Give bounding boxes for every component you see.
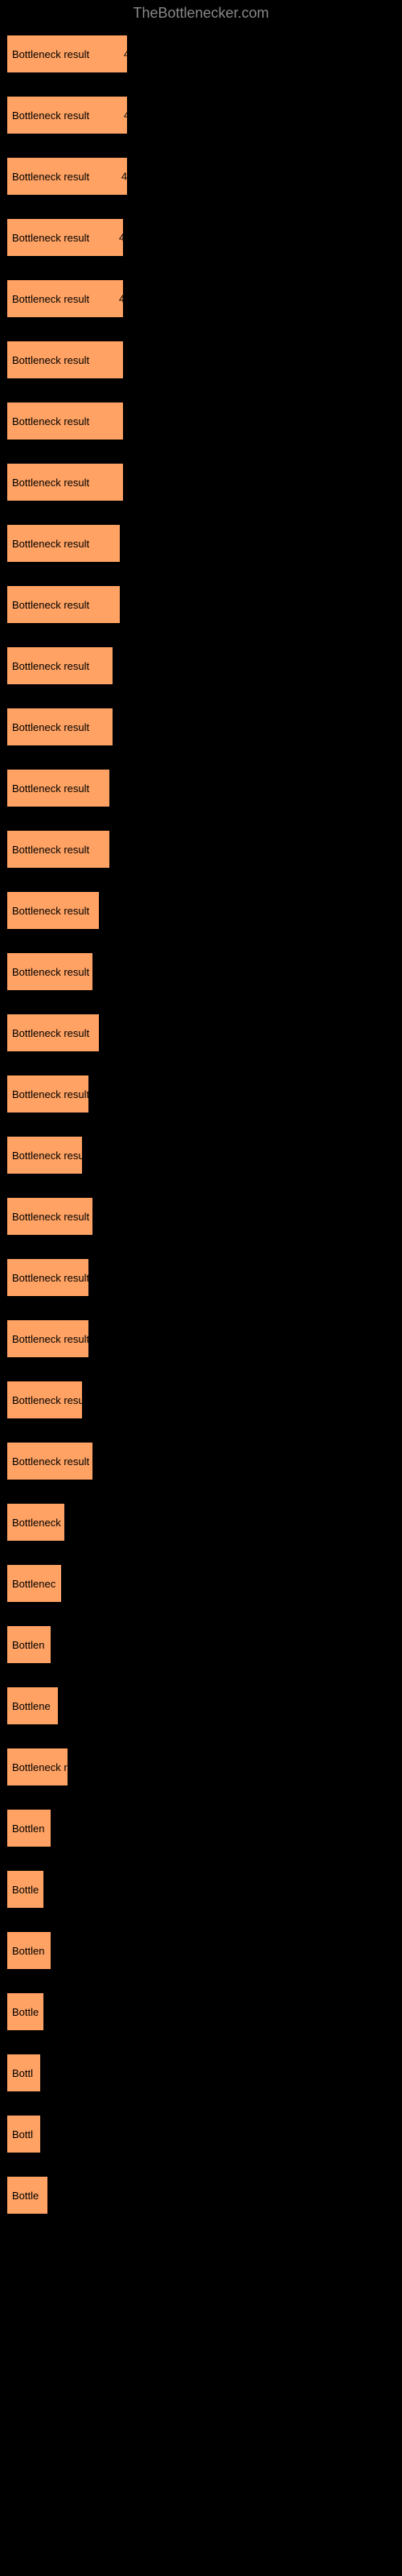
bottleneck-bar: Bottleneck result: [6, 708, 113, 746]
bar-row: Bottleneck resu: [6, 1136, 396, 1174]
bottleneck-bar: Bottleneck result: [6, 952, 93, 991]
bottleneck-bar: Bottl: [6, 2054, 41, 2092]
bar-row: Bottle: [6, 2176, 396, 2215]
bottleneck-bar: Bottleneck result: [6, 1197, 93, 1236]
bottleneck-bar: Bottleneck result: [6, 1075, 89, 1113]
bar-row: Bottlenec: [6, 1564, 396, 1603]
bar-row: Bottleneck result: [6, 341, 396, 379]
bottleneck-bar: Bottlen: [6, 1625, 51, 1664]
bar-row: Bottleneck result: [6, 952, 396, 991]
bar-row: Bottleneck result: [6, 463, 396, 502]
bar-row: Bottl: [6, 2054, 396, 2092]
bottleneck-bar: Bottle: [6, 2176, 48, 2215]
bottleneck-bar: Bottlen: [6, 1931, 51, 1970]
bar-row: Bottleneck result: [6, 1442, 396, 1480]
bar-row: Bottleneck result: [6, 830, 396, 869]
bar-row: Bottleneck result: [6, 891, 396, 930]
bar-value: 4: [121, 171, 127, 183]
bar-row: Bottleneck result: [6, 769, 396, 807]
bottleneck-bar: Bottleneck resu: [6, 1136, 83, 1174]
bottleneck-bar: Bottleneck: [6, 1503, 65, 1542]
bottleneck-bar: Bottleneck result: [6, 524, 121, 563]
bottleneck-bar: Bottlene: [6, 1686, 59, 1725]
bottleneck-bar: Bottl: [6, 2115, 41, 2153]
bar-row: Bottleneck result4: [6, 279, 396, 318]
bottleneck-bar: Bottle: [6, 1992, 44, 2031]
bottleneck-bar: Bottleneck result: [6, 463, 124, 502]
bar-value: 4: [119, 232, 125, 244]
bottleneck-bar: Bottleneck result: [6, 1319, 89, 1358]
bar-row: Bottleneck result4: [6, 35, 396, 73]
bottleneck-bar: Bottleneck result: [6, 1013, 100, 1052]
bar-row: Bottle: [6, 1870, 396, 1909]
bottleneck-bar: Bottleneck result: [6, 1258, 89, 1297]
bottleneck-bar: Bottleneck result: [6, 218, 124, 257]
bottleneck-bar: Bottleneck resu: [6, 1381, 83, 1419]
bar-row: Bottleneck result: [6, 1013, 396, 1052]
bottleneck-bar: Bottleneck result: [6, 157, 128, 196]
bar-row: Bottleneck: [6, 1503, 396, 1542]
bar-row: Bottleneck result: [6, 646, 396, 685]
bar-row: Bottleneck result: [6, 585, 396, 624]
bottleneck-bar: Bottleneck result: [6, 279, 124, 318]
bar-row: Bottle: [6, 1992, 396, 2031]
bottleneck-bar: Bottleneck r: [6, 1748, 68, 1786]
bar-row: Bottleneck result: [6, 1075, 396, 1113]
bottleneck-bar: Bottleneck result: [6, 96, 128, 134]
site-header: TheBottlenecker.com: [0, 0, 402, 27]
bar-row: Bottleneck result: [6, 1258, 396, 1297]
bottleneck-chart: Bottleneck result4Bottleneck result4Bott…: [0, 27, 402, 2245]
bottleneck-bar: Bottleneck result: [6, 891, 100, 930]
bar-row: Bottleneck r: [6, 1748, 396, 1786]
bottleneck-bar: Bottleneck result: [6, 402, 124, 440]
bottleneck-bar: Bottleneck result: [6, 1442, 93, 1480]
bar-row: Bottleneck result: [6, 402, 396, 440]
bottleneck-bar: Bottleneck result: [6, 35, 128, 73]
bar-row: Bottleneck resu: [6, 1381, 396, 1419]
bar-row: Bottleneck result4: [6, 96, 396, 134]
bar-row: Bottleneck result: [6, 1319, 396, 1358]
bar-value: 4: [119, 293, 125, 305]
bottleneck-bar: Bottleneck result: [6, 341, 124, 379]
bar-value: 4: [124, 48, 129, 60]
bar-row: Bottleneck result: [6, 1197, 396, 1236]
bottleneck-bar: Bottle: [6, 1870, 44, 1909]
bar-row: Bottleneck result: [6, 708, 396, 746]
bar-row: Bottleneck result4: [6, 157, 396, 196]
bottleneck-bar: Bottleneck result: [6, 830, 110, 869]
bottleneck-bar: Bottleneck result: [6, 646, 113, 685]
bar-value: 4: [124, 109, 129, 122]
bottleneck-bar: Bottlenec: [6, 1564, 62, 1603]
bar-row: Bottlene: [6, 1686, 396, 1725]
bar-row: Bottl: [6, 2115, 396, 2153]
bar-row: Bottlen: [6, 1809, 396, 1847]
bar-row: Bottleneck result4: [6, 218, 396, 257]
bar-row: Bottlen: [6, 1931, 396, 1970]
bar-row: Bottlen: [6, 1625, 396, 1664]
bottleneck-bar: Bottlen: [6, 1809, 51, 1847]
bar-row: Bottleneck result: [6, 524, 396, 563]
bottleneck-bar: Bottleneck result: [6, 585, 121, 624]
bottleneck-bar: Bottleneck result: [6, 769, 110, 807]
